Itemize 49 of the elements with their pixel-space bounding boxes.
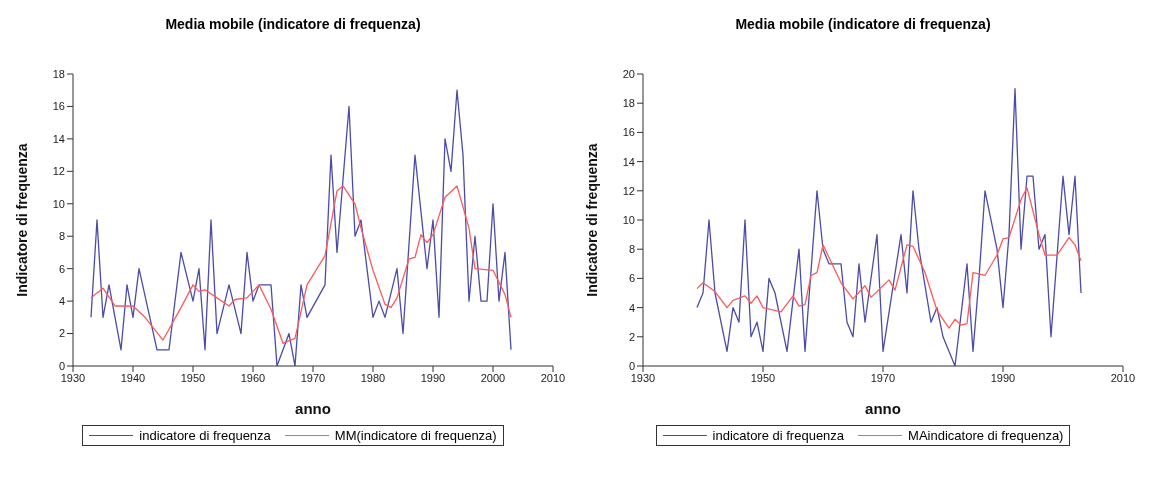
y-tick-label: 4	[628, 301, 635, 314]
y-tick-label: 14	[52, 132, 65, 145]
legend-label: indicatore di frequenza	[139, 428, 271, 443]
line-series	[696, 87, 1082, 366]
chart-title: Media mobile (indicatore di frequenza)	[734, 16, 992, 34]
y-tick-label: 20	[622, 67, 635, 80]
x-tick-label: 1970	[870, 371, 896, 384]
x-tick-label: 2000	[480, 371, 506, 384]
y-tick-label: 0	[628, 359, 635, 372]
x-tick-label: 2010	[1110, 371, 1136, 384]
x-tick-label: 1990	[990, 371, 1016, 384]
chart-title: Media mobile (indicatore di frequenza)	[164, 16, 422, 34]
y-tick-label: 16	[52, 100, 65, 113]
y-tick-label: 10	[52, 197, 65, 210]
y-tick-label: 16	[622, 126, 635, 139]
y-tick-label: 2	[58, 327, 65, 340]
legend-label: MM(indicatore di frequenza)	[334, 428, 497, 443]
x-tick-label: 1980	[360, 371, 386, 384]
x-axis-title: anno	[865, 400, 901, 417]
x-tick-label: 1940	[120, 371, 146, 384]
x-tick-label: 1950	[180, 371, 206, 384]
y-axis-title: Indicatore di frequenza	[583, 143, 600, 297]
y-tick-label: 14	[622, 155, 635, 168]
x-tick-label: 1930	[630, 371, 656, 384]
x-axis-title: anno	[295, 400, 331, 417]
y-tick-label: 18	[52, 67, 65, 80]
y-tick-label: 6	[628, 272, 635, 285]
x-tick-label: 2010	[540, 371, 566, 384]
y-tick-label: 4	[58, 295, 65, 308]
line-series	[90, 89, 512, 366]
y-tick-label: 12	[52, 165, 65, 178]
y-axis-title: Indicatore di frequenza	[13, 143, 30, 297]
x-tick-label: 1970	[300, 371, 326, 384]
y-tick-label: 8	[628, 243, 635, 256]
y-tick-label: 6	[58, 262, 65, 275]
x-tick-label: 1930	[60, 371, 86, 384]
y-tick-label: 8	[58, 230, 65, 243]
y-tick-label: 0	[58, 359, 65, 372]
x-tick-label: 1950	[750, 371, 776, 384]
x-tick-label: 1960	[240, 371, 266, 384]
line-series	[696, 187, 1082, 329]
legend-label: indicatore di frequenza	[712, 428, 845, 443]
y-tick-label: 18	[622, 97, 635, 110]
y-tick-label: 12	[622, 184, 635, 197]
line-series	[90, 185, 512, 344]
x-tick-label: 1990	[420, 371, 446, 384]
y-tick-label: 2	[628, 330, 635, 343]
y-tick-label: 10	[622, 213, 635, 226]
legend-label: MAindicatore di frequenza)	[908, 428, 1064, 443]
